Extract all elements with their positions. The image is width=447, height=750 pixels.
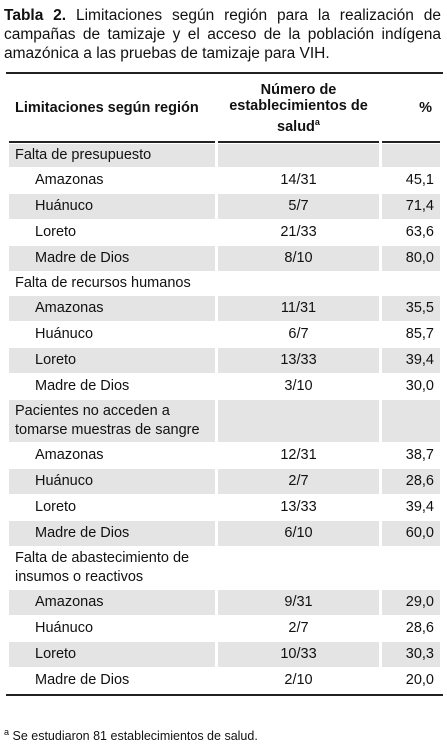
empty-cell — [382, 272, 440, 295]
data-row: Loreto 13/33 39,4 — [9, 348, 440, 373]
data-row: Amazonas 11/31 35,5 — [9, 296, 440, 321]
percent-cell: 39,4 — [382, 348, 440, 373]
count-cell: 12/31 — [280, 447, 317, 463]
region-cell: Loreto — [35, 224, 77, 240]
region-cell: Huánuco — [35, 326, 94, 342]
header-cell: Número de establecimientos de saluda — [218, 75, 379, 143]
group-row: Falta de recursos humanos — [9, 272, 440, 295]
header-text: Número de establecimientos de salud — [229, 81, 368, 135]
region-cell: Huánuco — [9, 469, 215, 494]
region-cell: Huánuco — [35, 620, 94, 636]
percent-cell: 60,0 — [382, 521, 440, 546]
region-cell: Loreto — [9, 348, 215, 373]
region-cell: Amazonas — [9, 590, 215, 615]
group-label: Falta de recursos humanos — [15, 275, 191, 291]
percent-cell: 35,5 — [382, 296, 440, 321]
group-label: Falta de presupuesto — [9, 144, 215, 167]
percent-cell: 45,1 — [405, 172, 434, 188]
data-row: Amazonas 14/31 45,1 — [9, 168, 440, 193]
count-cell: 2/7 — [288, 620, 309, 636]
region-cell: Amazonas — [9, 296, 215, 321]
count-cell: 5/7 — [218, 194, 379, 219]
group-label: Falta de abastecimiento de insumos o rea… — [15, 550, 190, 585]
header-row: Limitaciones según región Número de esta… — [9, 75, 440, 143]
group-label: Pacientes no acceden a tomarse muestras … — [9, 400, 215, 442]
table: Limitaciones según región Número de esta… — [6, 74, 443, 694]
footnote-text: Se estudiaron 81 establecimientos de sal… — [12, 729, 258, 744]
region-cell: Huánuco — [9, 194, 215, 219]
percent-cell: 80,0 — [382, 246, 440, 271]
empty-cell — [218, 272, 379, 295]
percent-cell: 20,0 — [405, 672, 434, 688]
group-row: Pacientes no acceden a tomarse muestras … — [9, 400, 440, 442]
data-row: Loreto 21/33 63,6 — [9, 220, 440, 245]
count-cell: 3/10 — [284, 378, 313, 394]
data-row: Madre de Dios 6/10 60,0 — [9, 521, 440, 546]
caption-label: Tabla 2. — [4, 7, 67, 24]
percent-cell: 38,7 — [405, 447, 434, 463]
group-row: Falta de abastecimiento de insumos o rea… — [9, 547, 440, 589]
region-cell: Loreto — [9, 642, 215, 667]
region-cell: Madre de Dios — [35, 672, 130, 688]
region-cell: Madre de Dios — [35, 378, 130, 394]
data-row: Madre de Dios 2/10 20,0 — [9, 668, 440, 693]
count-cell: 10/33 — [218, 642, 379, 667]
empty-cell — [218, 400, 379, 442]
count-cell: 8/10 — [218, 246, 379, 271]
table-body: Falta de presupuesto Amazonas 14/31 45,1 Huá… — [9, 144, 440, 693]
data-row: Huánuco 5/7 71,4 — [9, 194, 440, 219]
count-cell: 2/7 — [218, 469, 379, 494]
footnote: a Se estudiaron 81 establecimientos de s… — [4, 727, 258, 743]
empty-cell — [218, 144, 379, 167]
count-cell: 14/31 — [280, 172, 317, 188]
count-cell: 13/33 — [218, 348, 379, 373]
percent-cell: 30,3 — [382, 642, 440, 667]
region-cell: Madre de Dios — [9, 521, 215, 546]
data-row: Madre de Dios 3/10 30,0 — [9, 374, 440, 399]
caption-text: Limitaciones según región para la realiz… — [4, 7, 441, 62]
region-cell: Madre de Dios — [9, 246, 215, 271]
data-row: Loreto 10/33 30,3 — [9, 642, 440, 667]
empty-cell — [382, 400, 440, 442]
table-frame: Limitaciones según región Número de esta… — [6, 72, 443, 696]
region-cell: Loreto — [35, 499, 77, 515]
empty-cell — [382, 144, 440, 167]
data-row: Huánuco 2/7 28,6 — [9, 469, 440, 494]
header-cell: % — [382, 75, 440, 143]
header-cell: Limitaciones según región — [9, 75, 215, 143]
count-cell: 6/10 — [218, 521, 379, 546]
percent-cell: 63,6 — [405, 224, 434, 240]
percent-cell: 28,6 — [382, 469, 440, 494]
data-row: Huánuco 6/7 85,7 — [9, 322, 440, 347]
caption: Tabla 2. Limitaciones según región para … — [4, 6, 441, 63]
empty-cell — [218, 547, 379, 589]
count-cell: 13/33 — [280, 499, 317, 515]
percent-cell: 39,4 — [405, 499, 434, 515]
count-cell: 11/31 — [218, 296, 379, 321]
data-row: Huánuco 2/7 28,6 — [9, 616, 440, 641]
percent-cell: 85,7 — [405, 326, 434, 342]
data-row: Madre de Dios 8/10 80,0 — [9, 246, 440, 271]
region-cell: Amazonas — [35, 172, 104, 188]
group-row: Falta de presupuesto — [9, 144, 440, 167]
percent-cell: 71,4 — [382, 194, 440, 219]
data-row: Amazonas 12/31 38,7 — [9, 443, 440, 468]
empty-cell — [382, 547, 440, 589]
count-cell: 21/33 — [280, 224, 317, 240]
percent-cell: 28,6 — [405, 620, 434, 636]
data-row: Amazonas 9/31 29,0 — [9, 590, 440, 615]
count-cell: 6/7 — [288, 326, 309, 342]
data-row: Loreto 13/33 39,4 — [9, 495, 440, 520]
percent-cell: 30,0 — [405, 378, 434, 394]
count-cell: 9/31 — [218, 590, 379, 615]
region-cell: Amazonas — [35, 447, 104, 463]
footnote-marker: a — [4, 727, 10, 737]
percent-cell: 29,0 — [382, 590, 440, 615]
count-cell: 2/10 — [284, 672, 313, 688]
footnote-marker: a — [314, 116, 320, 127]
